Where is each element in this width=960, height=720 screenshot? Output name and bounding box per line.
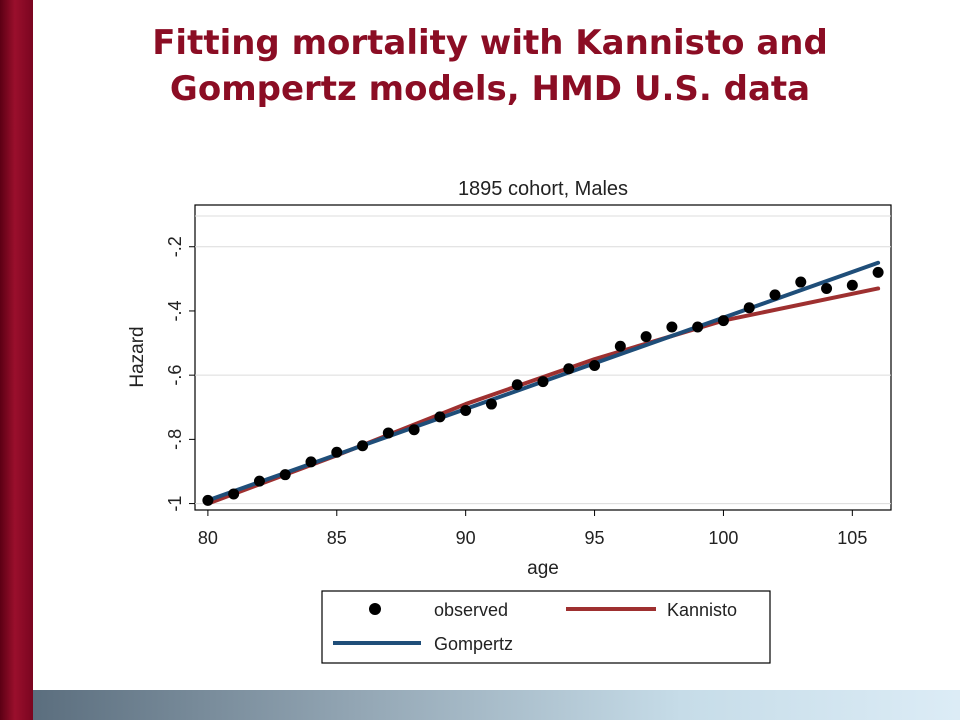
observed-point	[821, 282, 833, 294]
observed-point	[202, 494, 214, 506]
observed-point	[511, 379, 523, 391]
y-axis-label: Hazard	[127, 326, 148, 387]
observed-point	[228, 488, 240, 500]
legend-box	[321, 590, 771, 664]
slide-title: Fitting mortality with Kannisto and Gomp…	[40, 20, 940, 112]
observed-point	[666, 321, 678, 333]
legend-kannisto-label: Kannisto	[667, 600, 737, 620]
observed-point	[331, 446, 343, 458]
observed-point	[717, 315, 729, 327]
y-tick-label: -.6	[165, 365, 185, 386]
observed-point	[769, 289, 781, 301]
x-tick-label: 85	[327, 528, 347, 548]
observed-point	[692, 321, 704, 333]
x-tick-label: 90	[456, 528, 476, 548]
observed-point	[357, 440, 369, 452]
slide-title-line-2: Gompertz models, HMD U.S. data	[169, 69, 811, 109]
observed-point	[253, 475, 265, 487]
x-tick-label: 95	[585, 528, 605, 548]
observed-point	[382, 427, 394, 439]
x-tick-label: 105	[837, 528, 867, 548]
observed-point	[846, 279, 858, 291]
observed-point	[408, 424, 420, 436]
legend-gompertz-label: Gompertz	[434, 634, 513, 654]
x-tick-label: 100	[708, 528, 738, 548]
axes: -1 -.8 -.6 -.4 -.2 80 85 90 95 100 105	[165, 236, 867, 548]
x-tick-label: 80	[198, 528, 218, 548]
bottom-decorative-bar	[33, 690, 960, 720]
observed-point	[485, 398, 497, 410]
observed-point	[795, 276, 807, 288]
x-axis-label: age	[527, 558, 559, 579]
observed-point	[640, 331, 652, 343]
legend-observed-marker	[369, 603, 381, 615]
observed-point	[614, 340, 626, 352]
y-tick-label: -.2	[165, 236, 185, 257]
left-decorative-bar	[0, 0, 33, 720]
observed-point	[563, 363, 575, 375]
legend: observed Kannisto Gompertz	[321, 590, 771, 664]
chart-title: 1895 cohort, Males	[458, 178, 628, 200]
observed-point	[434, 411, 446, 423]
slide-title-line-1: Fitting mortality with Kannisto and	[152, 23, 828, 63]
observed-point	[872, 266, 884, 278]
y-tick-label: -1	[165, 496, 185, 512]
observed-point	[537, 376, 549, 388]
y-tick-label: -.8	[165, 429, 185, 450]
series	[202, 260, 884, 506]
observed-point	[305, 456, 317, 468]
y-tick-label: -.4	[165, 300, 185, 321]
observed-point	[589, 360, 601, 372]
observed-point	[460, 404, 472, 416]
plot-frame	[194, 204, 892, 511]
legend-observed-label: observed	[434, 600, 508, 620]
observed-point	[279, 469, 291, 481]
observed-point	[743, 302, 755, 314]
